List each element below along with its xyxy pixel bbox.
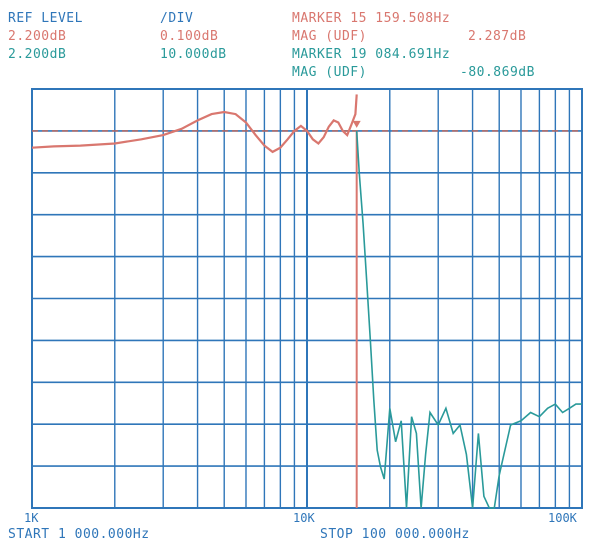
x-tick-label: 1K bbox=[24, 511, 39, 525]
traces bbox=[31, 94, 582, 509]
passband-trace bbox=[31, 94, 358, 154]
ref-level-ch2: 2.200dB bbox=[8, 47, 67, 62]
marker2-label: MARKER 19 084.691Hz bbox=[292, 47, 451, 62]
mag2-value: -80.869dB bbox=[460, 65, 535, 80]
mag1-label: MAG (UDF) bbox=[292, 29, 367, 44]
div-ch1: 0.100dB bbox=[160, 29, 219, 44]
ref-level-ch1: 2.200dB bbox=[8, 29, 67, 44]
stopband-trace bbox=[355, 130, 582, 509]
grid bbox=[32, 89, 582, 508]
marker-arrow-icon bbox=[352, 120, 361, 128]
mag1-value: 2.287dB bbox=[468, 29, 527, 44]
div-label: /DIV bbox=[160, 11, 194, 26]
div-ch2: 10.000dB bbox=[160, 47, 227, 62]
mag2-label: MAG (UDF) bbox=[292, 65, 367, 80]
ref-level-label: REF LEVEL bbox=[8, 11, 83, 26]
x-tick-label: 10K bbox=[293, 511, 315, 525]
stop-frequency: STOP 100 000.000Hz bbox=[320, 527, 470, 542]
start-frequency: START 1 000.000Hz bbox=[8, 527, 150, 542]
marker1-label: MARKER 15 159.508Hz bbox=[292, 11, 451, 26]
x-tick-label: 100K bbox=[548, 511, 577, 525]
